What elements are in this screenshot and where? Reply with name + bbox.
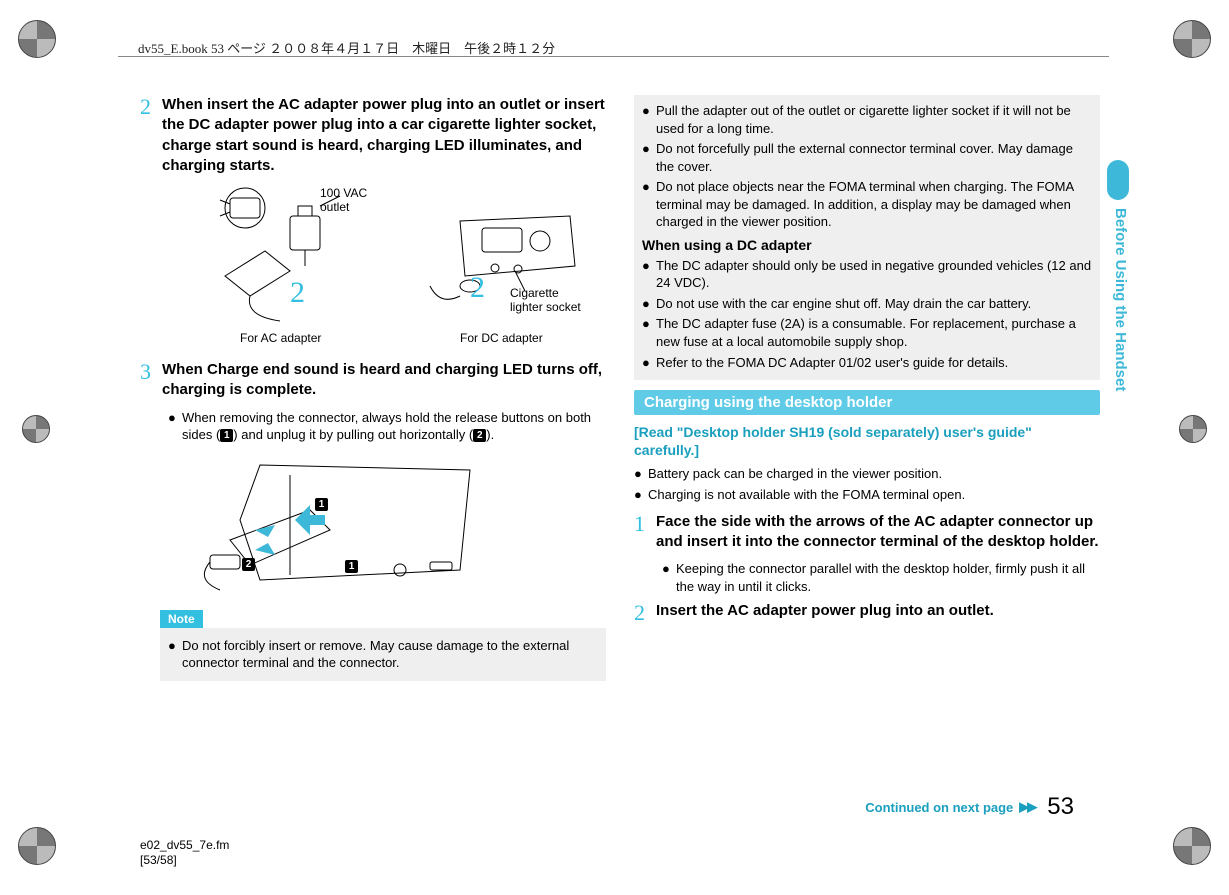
footer-pagecount: [53/58]	[140, 853, 229, 869]
step-3-bullet-post: ).	[486, 427, 494, 442]
figure-dc-caption: For DC adapter	[460, 331, 543, 345]
crop-mark	[1109, 854, 1169, 855]
figure-dc-step-badge: 2	[470, 271, 485, 305]
step-3-text: When Charge end sound is heard and charg…	[162, 360, 606, 401]
figure-cigarette-label: Cigarette lighter socket	[510, 286, 581, 314]
figure2-badge-1a: 1	[315, 498, 328, 511]
continued-footer: Continued on next page ▶▶ 53	[865, 793, 1074, 821]
badge-2-icon: 2	[473, 429, 486, 442]
note-text: Do not forcibly insert or remove. May ca…	[182, 637, 598, 672]
right-top-note: ●Pull the adapter out of the outlet or c…	[634, 95, 1100, 380]
figure2-badge-2: 2	[242, 558, 255, 571]
page-body: 2 When insert the AC adapter power plug …	[140, 95, 1100, 681]
step-2-text: When insert the AC adapter power plug in…	[162, 95, 606, 176]
left-column: 2 When insert the AC adapter power plug …	[140, 95, 606, 681]
dc-bullet-4: Refer to the FOMA DC Adapter 01/02 user'…	[656, 354, 1008, 372]
reg-mark	[22, 415, 50, 443]
note-box: ● Do not forcibly insert or remove. May …	[160, 628, 606, 681]
crop-mark	[120, 835, 121, 895]
figure-ac-step-badge: 2	[290, 276, 305, 310]
right-bullet-2: Do not forcefully pull the external conn…	[656, 140, 1092, 175]
figure-ac-caption: For AC adapter	[240, 331, 321, 345]
pre-bullet-2: Charging is not available with the FOMA …	[648, 486, 965, 504]
page-number: 53	[1047, 793, 1074, 821]
figure-adapters: 2 100 VAC outlet 2	[170, 186, 606, 346]
footer-info: e02_dv55_7e.fm [53/58]	[140, 838, 229, 869]
right-step-1-number: 1	[634, 512, 656, 553]
figure-outlet-label: 100 VAC outlet	[320, 186, 367, 214]
right-step-1-text: Face the side with the arrows of the AC …	[656, 512, 1100, 553]
right-step-1-bullet: ● Keeping the connector parallel with th…	[662, 560, 1100, 595]
reg-mark	[1173, 20, 1211, 58]
reg-mark	[18, 20, 56, 58]
continued-triangles-icon: ▶▶	[1019, 799, 1035, 815]
right-step-2: 2 Insert the AC adapter power plug into …	[634, 601, 1100, 625]
reg-mark	[18, 827, 56, 865]
figure-remove-connector: 1 1 2	[200, 450, 500, 600]
step-3-bullet: ● When removing the connector, always ho…	[168, 409, 606, 444]
dc-subhead: When using a DC adapter	[642, 237, 1092, 253]
right-column: ●Pull the adapter out of the outlet or c…	[634, 95, 1100, 681]
figure2-badge-1b: 1	[345, 560, 358, 573]
side-tab: Before Using the Handset	[1107, 160, 1129, 460]
pre-bullet-1: Battery pack can be charged in the viewe…	[648, 465, 942, 483]
dc-bullet-3: The DC adapter fuse (2A) is a consumable…	[656, 315, 1092, 350]
footer-filename: e02_dv55_7e.fm	[140, 838, 229, 854]
reg-mark	[1179, 415, 1207, 443]
step-3-bullet-mid: ) and unplug it by pulling out horizonta…	[233, 427, 473, 442]
right-step-2-text: Insert the AC adapter power plug into an…	[656, 601, 1100, 625]
header-rule	[118, 56, 1109, 57]
side-tab-text: Before Using the Handset	[1107, 208, 1129, 458]
dc-bullet-1: The DC adapter should only be used in ne…	[656, 257, 1092, 292]
badge-1-icon: 1	[220, 429, 233, 442]
right-step-1-bullet-text: Keeping the connector parallel with the …	[676, 560, 1100, 595]
right-step-1: 1 Face the side with the arrows of the A…	[634, 512, 1100, 553]
crop-mark	[1108, 0, 1109, 50]
crop-mark	[1108, 835, 1109, 895]
step-3: 3 When Charge end sound is heard and cha…	[140, 360, 606, 401]
crop-mark	[60, 854, 120, 855]
right-bullet-1: Pull the adapter out of the outlet or ci…	[656, 102, 1092, 137]
reg-mark	[1173, 827, 1211, 865]
crop-mark	[60, 30, 120, 31]
continued-text: Continued on next page	[865, 800, 1013, 815]
right-step-2-number: 2	[634, 601, 656, 625]
step-3-number: 3	[140, 360, 162, 401]
right-bullet-3: Do not place objects near the FOMA termi…	[656, 178, 1092, 231]
book-header-line: dv55_E.book 53 ページ ２００８年４月１７日 木曜日 午後２時１２…	[138, 38, 555, 57]
step-2-number: 2	[140, 95, 162, 176]
dc-bullet-2: Do not use with the car engine shut off.…	[656, 295, 1031, 313]
note-label: Note	[160, 610, 203, 628]
crop-mark	[1109, 30, 1169, 31]
step-2: 2 When insert the AC adapter power plug …	[140, 95, 606, 176]
section-charging-desktop: Charging using the desktop holder	[634, 390, 1100, 415]
crop-mark	[120, 0, 121, 50]
blue-note: [Read "Desktop holder SH19 (sold separat…	[634, 423, 1100, 459]
